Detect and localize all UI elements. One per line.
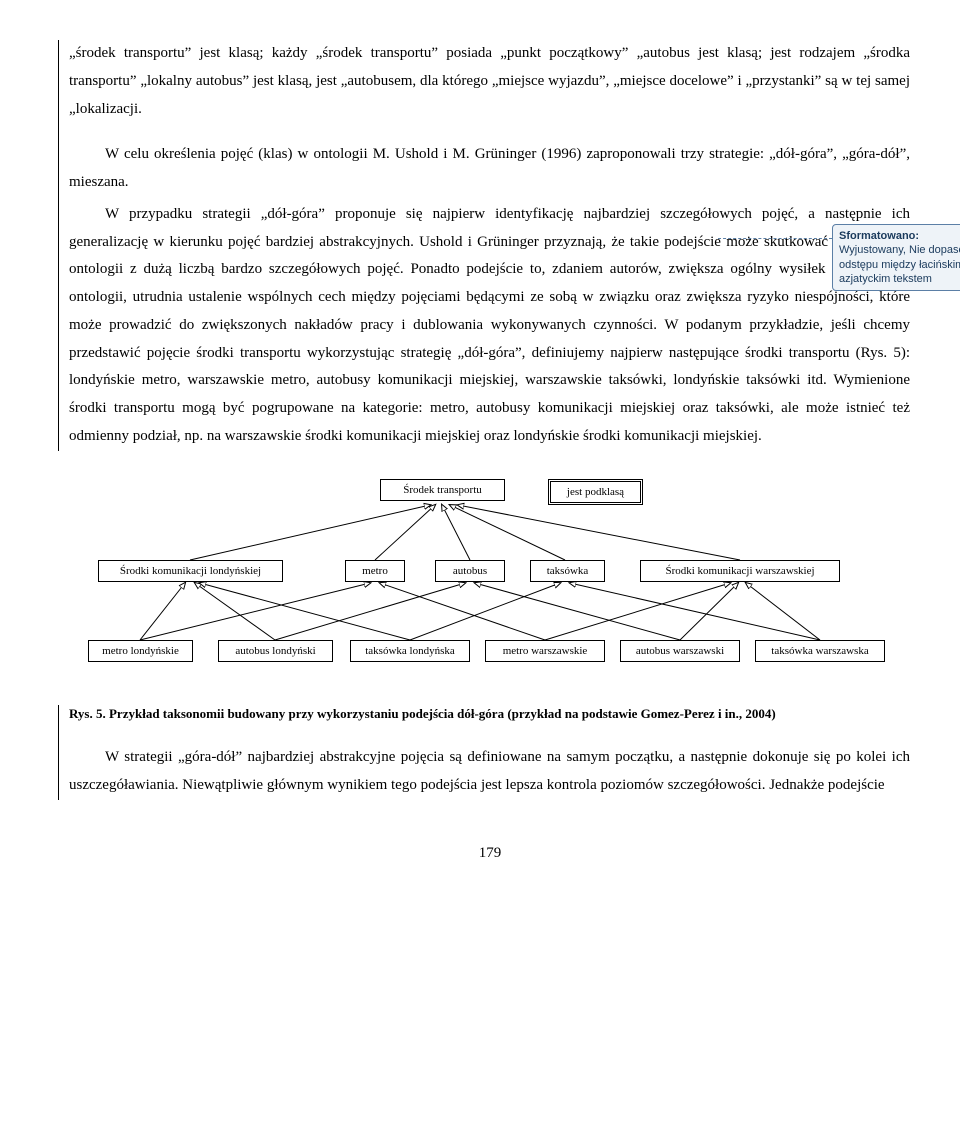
page-number: 179 [70, 840, 910, 868]
node-mid-5: Środki komunikacji warszawskiej [640, 560, 840, 583]
node-leaf-6: taksówka warszawska [755, 640, 885, 663]
format-comment: Sformatowano: Wyjustowany, Nie dopasowuj… [832, 224, 960, 291]
node-leaf-2: autobus londyński [218, 640, 333, 663]
node-mid-3: autobus [435, 560, 505, 583]
node-leaf-4: metro warszawskie [485, 640, 605, 663]
node-leaf-1: metro londyńskie [88, 640, 193, 663]
paragraph-3: W strategii „góra-dół” najbardziej abstr… [69, 744, 910, 800]
figure-caption: Rys. 5. Przykład taksonomii budowany prz… [69, 705, 910, 723]
node-mid-4: taksówka [530, 560, 605, 583]
paragraph-1: „środek transportu” jest klasą; każdy „ś… [69, 40, 910, 123]
node-mid-2: metro [345, 560, 405, 583]
node-mid-1: Środki komunikacji londyńskiej [98, 560, 283, 583]
node-root: Środek transportu [380, 479, 505, 502]
comment-body: Wyjustowany, Nie dopasowuj odstępu międz… [839, 244, 960, 285]
node-leaf-3: taksówka londyńska [350, 640, 470, 663]
paragraph-2a: W celu określenia pojęć (klas) w ontolog… [69, 141, 910, 197]
node-root-relation: jest podklasą [548, 479, 643, 506]
taxonomy-diagram: Środek transportu jest podklasą Środki k… [80, 465, 900, 695]
comment-connector [718, 238, 832, 239]
node-leaf-5: autobus warszawski [620, 640, 740, 663]
comment-title: Sformatowano: [839, 229, 960, 243]
